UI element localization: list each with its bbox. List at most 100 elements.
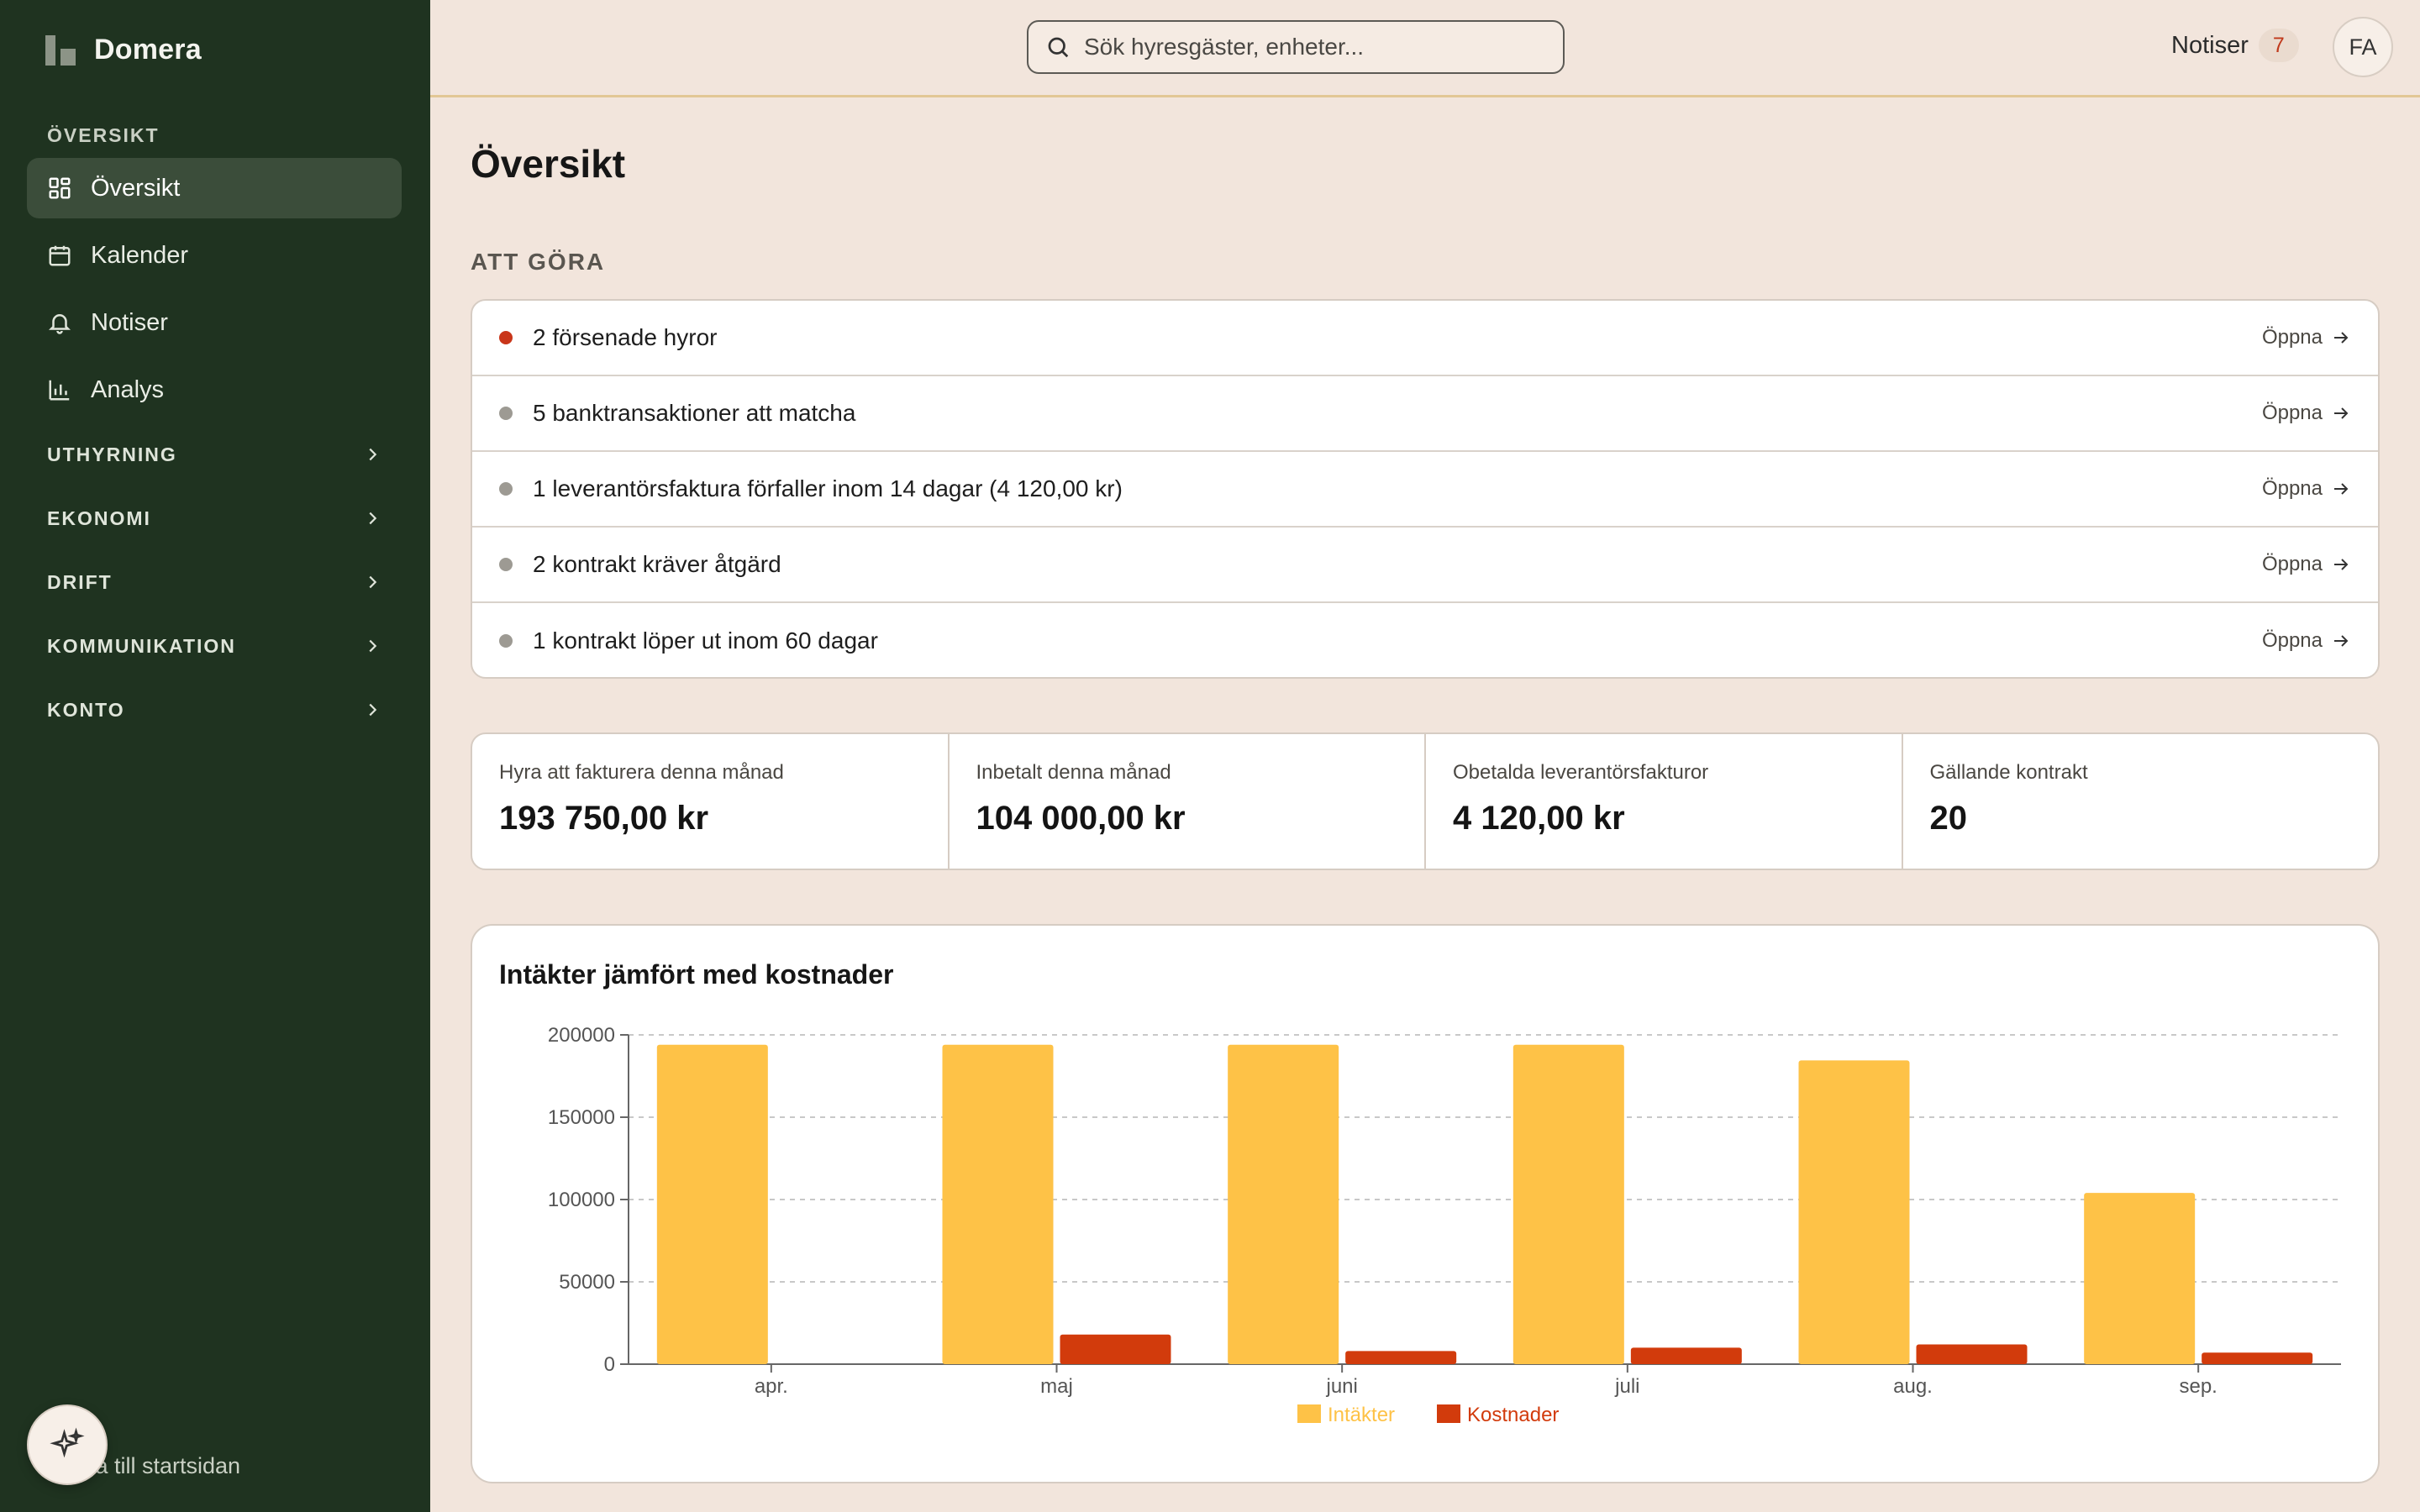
- chevron-right-icon: [369, 575, 377, 589]
- stat-card: Hyra att fakturera denna månad 193 750,0…: [472, 734, 950, 869]
- open-label: Öppna: [2261, 326, 2323, 349]
- notifications-button[interactable]: Notiser 7: [2171, 29, 2299, 62]
- brand[interactable]: Domera: [45, 34, 202, 66]
- arrow-right-icon: [2334, 559, 2349, 570]
- search-icon: [1048, 37, 1069, 58]
- stats-row: Hyra att fakturera denna månad 193 750,0…: [471, 732, 2380, 870]
- stat-card: Obetalda leverantörsfakturor 4 120,00 kr: [1426, 734, 1903, 869]
- chart-card: Intäkter jämfört med kostnader 0 50000 100…: [471, 924, 2380, 1483]
- open-link[interactable]: Öppna: [2262, 553, 2351, 576]
- todo-item[interactable]: 1 leverantörsfaktura förfaller inom 14 d…: [472, 452, 2378, 528]
- status-dot: [499, 558, 513, 571]
- stat-card: Inbetalt denna månad 104 000,00 kr: [950, 734, 1426, 869]
- user-avatar[interactable]: FA: [2333, 17, 2393, 77]
- todo-text: 1 leverantörsfaktura förfaller inom 14 d…: [533, 475, 1123, 501]
- todo-text: 5 banktransaktioner att matcha: [533, 400, 856, 426]
- todo-text: 2 kontrakt kräver åtgärd: [533, 551, 781, 577]
- sidebar-item-notiser[interactable]: Notiser: [27, 292, 402, 353]
- notifications-label: Notiser: [2171, 31, 2249, 59]
- cost-bar: [1345, 1351, 1457, 1364]
- open-label: Öppna: [2261, 477, 2323, 500]
- y-tick-label: 0: [604, 1353, 615, 1376]
- cost-bar: [1060, 1334, 1171, 1364]
- sidebar-item-kalender[interactable]: Kalender: [27, 225, 402, 286]
- sidebar-item-label: Analys: [91, 375, 165, 403]
- todo-item[interactable]: 2 kontrakt kräver åtgärd Öppna: [472, 528, 2378, 603]
- cost-bar: [2202, 1352, 2313, 1364]
- todo-item[interactable]: 1 kontrakt löper ut inom 60 dagar Öppna: [472, 603, 2378, 677]
- sparkles-icon: [50, 1427, 85, 1458]
- sidebar-group-drift[interactable]: DRIFT: [27, 557, 402, 607]
- todo-text: 2 försenade hyror: [533, 324, 718, 350]
- sidebar-item-label: Översikt: [91, 174, 181, 202]
- cost-bar: [1630, 1347, 1742, 1364]
- open-label: Öppna: [2261, 402, 2323, 424]
- income-bar: [2084, 1193, 2196, 1364]
- sidebar-group-konto[interactable]: KONTO: [27, 685, 402, 735]
- urgent-status-dot: [499, 331, 513, 344]
- income-cost-bar-chart: 0 50000 100000 150000 200000 apr. maj juni juli a…: [548, 1024, 2341, 1426]
- stat-value: 193 750,00 kr: [499, 800, 709, 837]
- sidebar-group-ekonomi[interactable]: EKONOMI: [27, 493, 402, 543]
- status-dot: [499, 407, 513, 420]
- stat-card: Gällande kontrakt 20: [1903, 734, 2379, 869]
- y-tick-label: 150000: [548, 1106, 615, 1129]
- stat-value: 4 120,00 kr: [1453, 800, 1625, 837]
- search-input[interactable]: [1084, 34, 1538, 60]
- stat-label: Hyra att fakturera denna månad: [499, 761, 784, 784]
- status-dot: [499, 482, 513, 496]
- open-link[interactable]: Öppna: [2262, 477, 2351, 501]
- notifications-count-badge: 7: [2258, 29, 2299, 62]
- open-link[interactable]: Öppna: [2262, 402, 2351, 425]
- nav-section-label: ÖVERSIKT: [47, 124, 160, 146]
- stat-label: Obetalda leverantörsfakturor: [1453, 761, 1709, 784]
- legend-swatch-income: [1297, 1404, 1321, 1423]
- chevron-right-icon: [369, 448, 377, 461]
- open-label: Öppna: [2261, 553, 2323, 575]
- stat-label: Inbetalt denna månad: [976, 761, 1171, 784]
- sidebar-group-kommunikation[interactable]: KOMMUNIKATION: [27, 621, 402, 671]
- back-to-start-link[interactable]: ka till startsidan: [84, 1453, 241, 1478]
- sidebar-item-label: Notiser: [91, 308, 168, 336]
- ai-assistant-button[interactable]: [27, 1404, 108, 1485]
- dashboard-icon: [49, 177, 71, 199]
- y-tick-label: 200000: [548, 1024, 615, 1047]
- search-box[interactable]: [1027, 20, 1565, 74]
- income-bar: [656, 1044, 768, 1364]
- page-title: Översikt: [471, 142, 626, 186]
- open-link[interactable]: Öppna: [2262, 326, 2351, 349]
- topbar: Notiser 7 FA: [430, 0, 2420, 97]
- income-bar: [942, 1044, 1054, 1364]
- stat-value: 20: [1929, 800, 1968, 837]
- todo-item[interactable]: 2 försenade hyror Öppna: [472, 301, 2378, 376]
- todo-item[interactable]: 5 banktransaktioner att matcha Öppna: [472, 376, 2378, 452]
- chevron-right-icon: [369, 639, 377, 653]
- chevron-right-icon: [369, 703, 377, 717]
- income-bar: [1228, 1044, 1339, 1364]
- legend-label: Intäkter: [1328, 1404, 1395, 1426]
- chevron-right-icon: [369, 512, 377, 525]
- y-tick-label: 100000: [548, 1189, 615, 1211]
- open-label: Öppna: [2261, 629, 2323, 652]
- bell-icon: [48, 314, 71, 334]
- todo-section-label: ATT GÖRA: [471, 249, 606, 275]
- income-bar: [1798, 1060, 1910, 1364]
- stat-value: 104 000,00 kr: [976, 800, 1186, 837]
- calendar-icon: [49, 245, 71, 266]
- arrow-right-icon: [2334, 635, 2349, 647]
- sidebar-group-uthyrning[interactable]: UTHYRNING: [27, 429, 402, 480]
- open-link[interactable]: Öppna: [2262, 629, 2351, 653]
- stat-label: Gällande kontrakt: [1929, 761, 2088, 784]
- arrow-right-icon: [2334, 483, 2349, 495]
- sidebar-group-label: EKONOMI: [47, 507, 151, 529]
- x-tick-label: juli: [1614, 1375, 1639, 1398]
- cost-bar: [1916, 1344, 2028, 1364]
- todo-list: 2 försenade hyror Öppna 5 banktransaktio…: [471, 299, 2380, 679]
- sidebar-item-oversikt[interactable]: Översikt: [27, 158, 402, 218]
- sidebar-group-label: KOMMUNIKATION: [47, 634, 236, 657]
- sidebar-item-analys[interactable]: Analys: [27, 360, 402, 420]
- legend-swatch-cost: [1437, 1404, 1460, 1423]
- x-tick-label: aug.: [1893, 1375, 1933, 1398]
- bar-chart-icon: [49, 380, 70, 401]
- sidebar: Domera ÖVERSIKT Översikt Kalender Notise…: [0, 0, 430, 1512]
